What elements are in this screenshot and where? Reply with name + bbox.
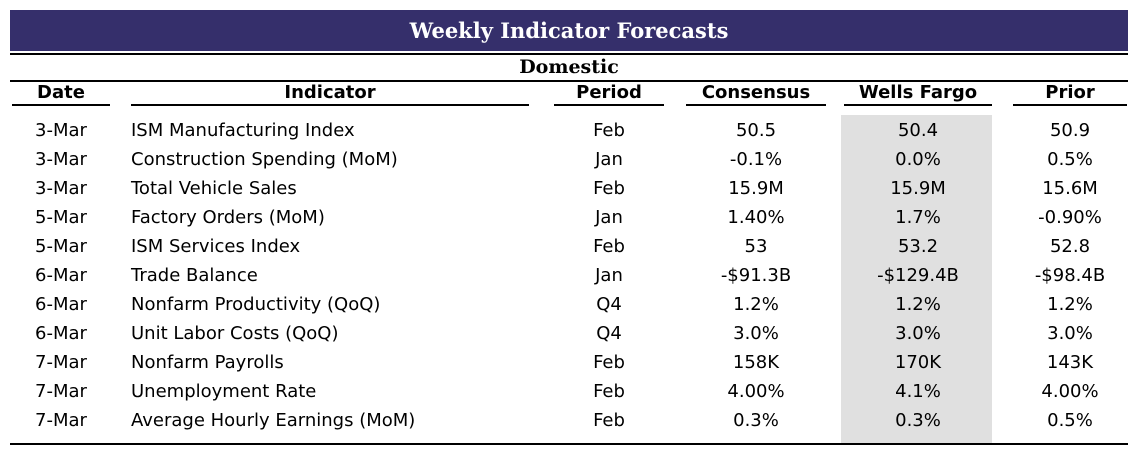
- cell-wells-fargo: 0.0%: [895, 149, 941, 170]
- cell-date: 3-Mar: [35, 178, 87, 199]
- cell-indicator: Factory Orders (MoM): [131, 207, 325, 228]
- cell-period: Feb: [593, 352, 625, 373]
- cell-prior: 50.9: [1049, 120, 1091, 141]
- cell-date: 3-Mar: [35, 120, 87, 141]
- cell-indicator: Average Hourly Earnings (MoM): [131, 410, 416, 431]
- cell-date: 6-Mar: [35, 294, 87, 315]
- section-divider-top: [10, 53, 1128, 55]
- cell-wells-fargo: 50.4: [897, 120, 939, 141]
- cell-consensus: -$91.3B: [720, 265, 792, 286]
- column-header-indicator: Indicator: [284, 82, 376, 103]
- column-header-consensus: Consensus: [701, 82, 811, 103]
- cell-wells-fargo: 3.0%: [895, 323, 941, 344]
- table-row: 3-Mar ISM Manufacturing Index Feb 50.5 5…: [0, 116, 1138, 145]
- table-row: 6-Mar Nonfarm Productivity (QoQ) Q4 1.2%…: [0, 290, 1138, 319]
- cell-date: 5-Mar: [35, 236, 87, 257]
- cell-prior: 0.5%: [1047, 149, 1093, 170]
- cell-wells-fargo: 53.2: [897, 236, 939, 257]
- cell-consensus: -0.1%: [729, 149, 783, 170]
- wells-fargo-highlight: [841, 115, 992, 443]
- cell-period: Feb: [593, 178, 625, 199]
- cell-period: Jan: [595, 149, 623, 170]
- cell-indicator: Total Vehicle Sales: [131, 178, 297, 199]
- column-header-underline: [12, 104, 110, 106]
- cell-date: 7-Mar: [35, 352, 87, 373]
- cell-wells-fargo: 1.2%: [895, 294, 941, 315]
- cell-period: Jan: [595, 265, 623, 286]
- cell-date: 3-Mar: [35, 149, 87, 170]
- column-header-underline: [554, 104, 664, 106]
- cell-period: Feb: [593, 410, 625, 431]
- column-header-underline: [844, 104, 992, 106]
- cell-prior: 0.5%: [1047, 410, 1093, 431]
- table-row: 5-Mar Factory Orders (MoM) Jan 1.40% 1.7…: [0, 203, 1138, 232]
- table-row: 7-Mar Nonfarm Payrolls Feb 158K 170K 143…: [0, 348, 1138, 377]
- header-divider: [10, 80, 1128, 82]
- cell-wells-fargo: 15.9M: [890, 178, 946, 199]
- cell-consensus: 53: [744, 236, 768, 257]
- cell-wells-fargo: 1.7%: [895, 207, 941, 228]
- cell-indicator: ISM Manufacturing Index: [131, 120, 355, 141]
- cell-prior: -0.90%: [1038, 207, 1102, 228]
- table-row: 6-Mar Trade Balance Jan -$91.3B -$129.4B…: [0, 261, 1138, 290]
- cell-prior: 52.8: [1049, 236, 1091, 257]
- column-header-wells-fargo: Wells Fargo: [858, 82, 978, 103]
- cell-consensus: 0.3%: [733, 410, 779, 431]
- cell-prior: 1.2%: [1047, 294, 1093, 315]
- cell-prior: 15.6M: [1042, 178, 1098, 199]
- cell-wells-fargo: 0.3%: [895, 410, 941, 431]
- cell-period: Feb: [593, 381, 625, 402]
- cell-period: Feb: [593, 236, 625, 257]
- column-header-period: Period: [576, 82, 642, 103]
- cell-prior: 3.0%: [1047, 323, 1093, 344]
- column-header-underline: [686, 104, 826, 106]
- table-row: 3-Mar Total Vehicle Sales Feb 15.9M 15.9…: [0, 174, 1138, 203]
- cell-period: Jan: [595, 207, 623, 228]
- cell-period: Q4: [596, 323, 622, 344]
- cell-consensus: 1.2%: [733, 294, 779, 315]
- cell-indicator: Nonfarm Productivity (QoQ): [131, 294, 381, 315]
- cell-consensus: 158K: [732, 352, 780, 373]
- cell-wells-fargo: 4.1%: [895, 381, 941, 402]
- cell-wells-fargo: -$129.4B: [877, 265, 959, 286]
- cell-date: 7-Mar: [35, 381, 87, 402]
- cell-indicator: Nonfarm Payrolls: [131, 352, 284, 373]
- table-row: 7-Mar Average Hourly Earnings (MoM) Feb …: [0, 406, 1138, 435]
- cell-date: 7-Mar: [35, 410, 87, 431]
- cell-consensus: 15.9M: [728, 178, 784, 199]
- cell-period: Q4: [596, 294, 622, 315]
- cell-consensus: 4.00%: [727, 381, 785, 402]
- column-header-underline: [131, 104, 529, 106]
- cell-prior: -$98.4B: [1034, 265, 1106, 286]
- cell-date: 5-Mar: [35, 207, 87, 228]
- table-row: 5-Mar ISM Services Index Feb 53 53.2 52.…: [0, 232, 1138, 261]
- table-body: 3-Mar ISM Manufacturing Index Feb 50.5 5…: [0, 116, 1138, 435]
- cell-indicator: Construction Spending (MoM): [131, 149, 398, 170]
- cell-indicator: ISM Services Index: [131, 236, 301, 257]
- column-header-prior: Prior: [1045, 82, 1095, 103]
- cell-date: 6-Mar: [35, 265, 87, 286]
- column-header-underline: [1013, 104, 1127, 106]
- table-row: 3-Mar Construction Spending (MoM) Jan -0…: [0, 145, 1138, 174]
- table-row: 6-Mar Unit Labor Costs (QoQ) Q4 3.0% 3.0…: [0, 319, 1138, 348]
- section-title: Domestic: [519, 56, 619, 78]
- cell-indicator: Unit Labor Costs (QoQ): [131, 323, 339, 344]
- cell-indicator: Unemployment Rate: [131, 381, 317, 402]
- cell-prior: 143K: [1046, 352, 1094, 373]
- cell-consensus: 3.0%: [733, 323, 779, 344]
- table-title: Weekly Indicator Forecasts: [10, 10, 1128, 51]
- cell-prior: 4.00%: [1041, 381, 1099, 402]
- cell-period: Feb: [593, 120, 625, 141]
- column-header-date: Date: [37, 82, 85, 103]
- cell-indicator: Trade Balance: [131, 265, 258, 286]
- cell-consensus: 50.5: [735, 120, 777, 141]
- table-row: 7-Mar Unemployment Rate Feb 4.00% 4.1% 4…: [0, 377, 1138, 406]
- cell-date: 6-Mar: [35, 323, 87, 344]
- cell-consensus: 1.40%: [727, 207, 785, 228]
- table-bottom-rule: [10, 443, 1128, 445]
- cell-wells-fargo: 170K: [894, 352, 942, 373]
